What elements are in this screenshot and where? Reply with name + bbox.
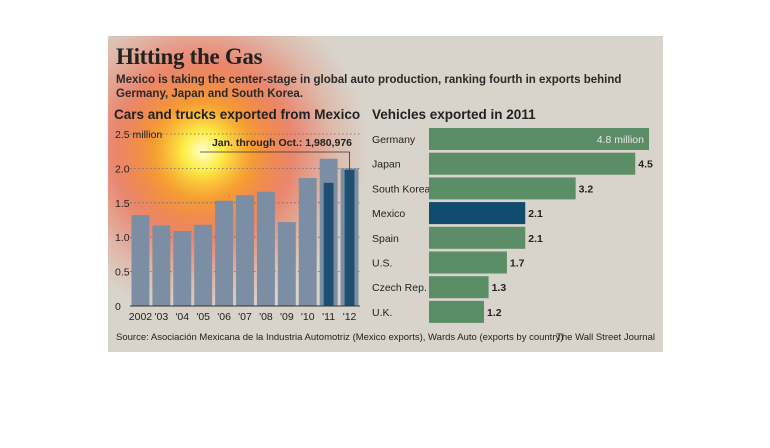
x-tick-label: '11 [322, 311, 335, 323]
bar [152, 225, 171, 306]
bar [429, 152, 636, 175]
category-label: Japan [372, 159, 401, 171]
category-label: U.K. [372, 307, 392, 319]
highlight-bar [323, 182, 334, 306]
x-tick-label: '09 [280, 311, 294, 323]
bar [215, 200, 234, 306]
category-label: Germany [372, 134, 416, 146]
highlight-bar [429, 202, 526, 225]
infographic-panel: Hitting the Gas Mexico is taking the cen… [108, 36, 663, 352]
category-label: South Korea [372, 183, 431, 195]
data-label: 4.5 [638, 159, 653, 171]
x-tick-label: '12 [343, 311, 357, 323]
category-label: Spain [372, 233, 399, 245]
annotation-label: Jan. through Oct.: 1,980,976 [212, 137, 352, 149]
data-label: 1.3 [492, 282, 507, 294]
bar [173, 231, 192, 306]
bar [131, 215, 150, 306]
x-tick-label: '08 [259, 311, 273, 323]
bar [194, 224, 213, 306]
data-label: 1.7 [510, 258, 525, 270]
x-tick-label: '06 [217, 311, 231, 323]
bar [429, 276, 489, 299]
bar [429, 177, 576, 200]
y-tick-label: 2.0 [115, 163, 130, 175]
data-label: 1.2 [487, 307, 502, 319]
y-tick-label: 1.0 [115, 232, 130, 244]
bar [429, 226, 526, 249]
highlight-bar [344, 169, 355, 306]
x-tick-label: '05 [196, 311, 210, 323]
category-label: Mexico [372, 208, 405, 220]
bar [277, 222, 296, 306]
y-tick-label: 1.5 [115, 198, 130, 210]
left-chart-title: Cars and trucks exported from Mexico [114, 107, 361, 122]
chart-title: Hitting the Gas [116, 44, 263, 69]
data-label: 3.2 [579, 183, 594, 195]
x-tick-label: 2002 [129, 311, 153, 323]
bar [429, 128, 649, 150]
country-exports-bar-chart: Germany 4.8 million Japan 4.5 South Korea 3.2… [372, 128, 653, 323]
x-tick-label: '07 [238, 311, 252, 323]
data-label: 2.1 [528, 208, 543, 220]
publisher-credit: The Wall Street Journal [556, 332, 655, 343]
bar [429, 300, 484, 323]
bar [236, 195, 254, 306]
x-tick-label: '03 [155, 311, 169, 323]
data-label: 4.8 million [597, 134, 644, 146]
right-chart-title: Vehicles exported in 2011 [372, 107, 536, 122]
category-label: Czech Rep. [372, 282, 427, 294]
bar [256, 191, 275, 306]
chart-subtitle: Mexico is taking the center-stage in glo… [116, 74, 622, 100]
source-note: Source: Asociación Mexicana de la Indust… [116, 332, 564, 343]
category-label: U.S. [372, 258, 392, 270]
y-tick-label: 2.5 million [115, 129, 162, 141]
bar [298, 178, 317, 306]
data-label: 2.1 [528, 233, 543, 245]
x-tick-label: '10 [301, 311, 315, 323]
mexico-exports-bar-chart: 0 0.5 1.0 1.5 2.0 2.5 million 2002'03 '04 '05 '06… [115, 129, 360, 323]
y-tick-label: 0 [115, 301, 121, 313]
y-tick-label: 0.5 [115, 267, 130, 279]
x-tick-label: '04 [175, 311, 189, 323]
bar [429, 251, 507, 274]
